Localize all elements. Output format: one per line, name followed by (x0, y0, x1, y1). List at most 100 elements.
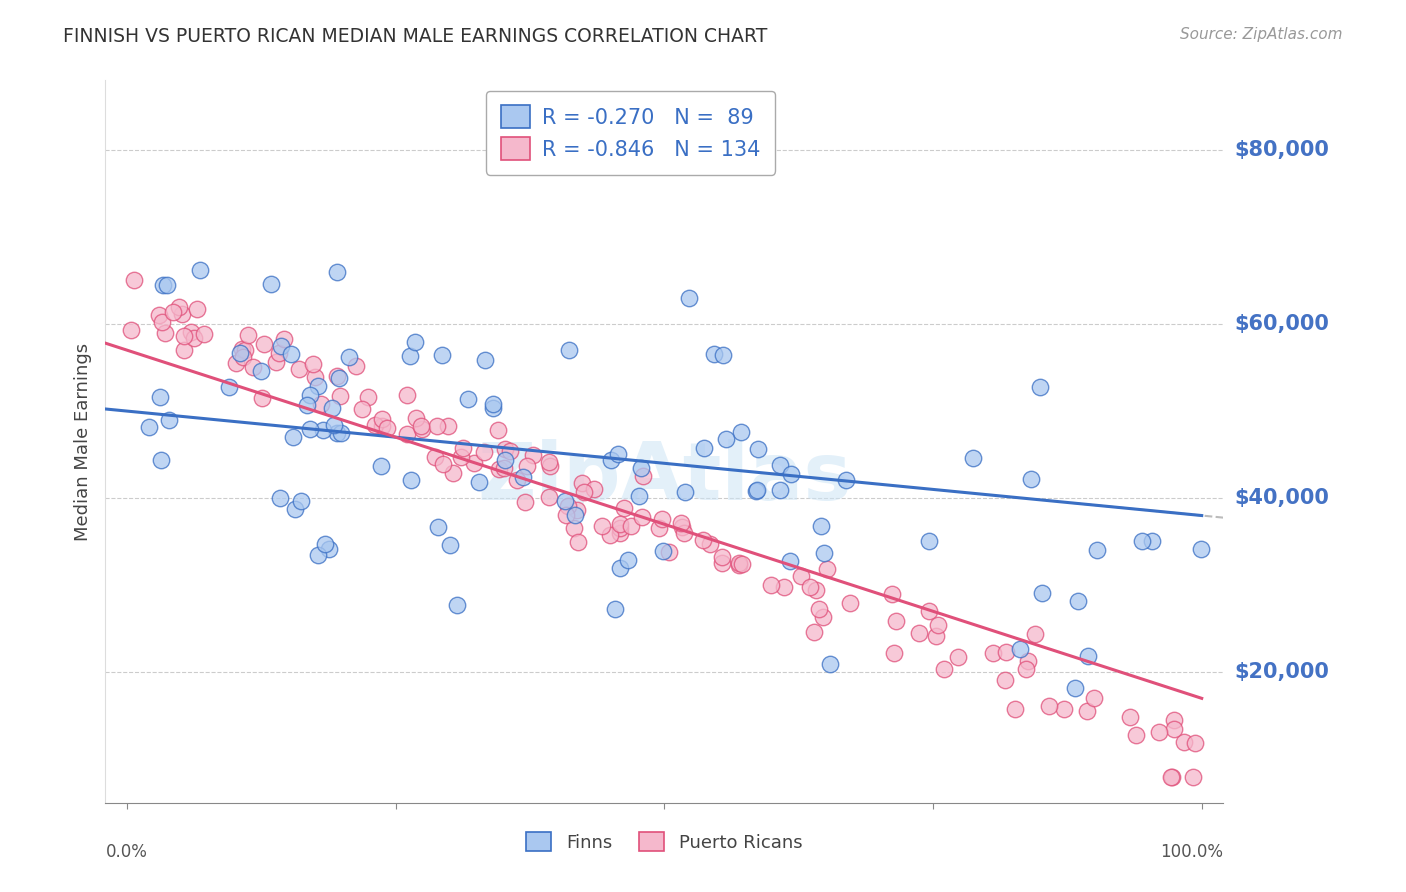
Point (425, 450, 447, 464)
Point (591, 518, 613, 533)
Point (607, 447, 630, 461)
Point (183, 331, 205, 345)
Point (409, 419, 432, 434)
Point (193, 327, 215, 342)
Point (186, 302, 208, 317)
Point (494, 453, 516, 467)
Point (633, 468, 655, 483)
Point (1031, 585, 1053, 599)
Point (699, 537, 721, 551)
Point (337, 350, 360, 364)
Point (190, 263, 212, 277)
Point (173, 343, 195, 357)
Point (962, 450, 984, 465)
Point (1140, 533, 1163, 548)
Point (225, 355, 247, 369)
Point (1077, 648, 1099, 663)
Point (617, 553, 640, 567)
Point (218, 380, 240, 394)
Point (678, 291, 700, 305)
Point (711, 557, 734, 571)
Point (628, 489, 651, 503)
Point (486, 423, 509, 437)
Point (658, 545, 681, 559)
Point (301, 357, 323, 371)
Point (768, 483, 790, 497)
Point (298, 388, 321, 402)
Point (647, 521, 669, 535)
Point (482, 397, 505, 411)
Point (253, 336, 276, 351)
Point (288, 362, 311, 376)
Point (264, 355, 287, 369)
Point (672, 526, 695, 541)
Point (1125, 728, 1147, 742)
Point (325, 425, 347, 440)
Point (538, 455, 561, 469)
Point (159, 413, 181, 427)
Text: $80,000: $80,000 (1234, 140, 1329, 160)
Point (1017, 654, 1039, 668)
Point (411, 421, 433, 435)
Point (1053, 702, 1076, 716)
Point (329, 389, 352, 403)
Point (395, 426, 418, 441)
Point (229, 346, 252, 360)
Point (907, 626, 929, 640)
Point (304, 369, 326, 384)
Point (815, 562, 838, 576)
Point (156, 278, 179, 293)
Point (375, 420, 398, 434)
Point (948, 649, 970, 664)
Point (925, 629, 948, 643)
Point (370, 459, 392, 474)
Point (564, 508, 586, 522)
Point (703, 346, 725, 360)
Point (259, 277, 281, 292)
Point (886, 615, 908, 629)
Point (609, 525, 631, 540)
Point (730, 425, 752, 440)
Point (522, 448, 544, 462)
Point (269, 345, 291, 359)
Point (1010, 641, 1032, 656)
Point (917, 534, 939, 549)
Point (599, 528, 621, 542)
Point (917, 604, 939, 618)
Point (426, 418, 449, 433)
Point (1189, 542, 1212, 557)
Point (242, 360, 264, 375)
Point (330, 425, 353, 440)
Point (309, 397, 332, 411)
Point (883, 646, 905, 660)
Point (321, 401, 343, 415)
Point (1173, 735, 1195, 749)
Point (307, 549, 329, 563)
Point (231, 343, 253, 357)
Point (651, 512, 673, 526)
Point (1130, 534, 1153, 549)
Point (249, 364, 271, 378)
Point (1119, 710, 1142, 724)
Point (779, 554, 801, 568)
Point (773, 581, 796, 595)
Point (297, 398, 319, 412)
Point (1184, 735, 1206, 749)
Point (169, 301, 191, 315)
Point (512, 470, 534, 484)
Text: FINNISH VS PUERTO RICAN MEDIAN MALE EARNINGS CORRELATION CHART: FINNISH VS PUERTO RICAN MEDIAN MALE EARN… (63, 27, 768, 45)
Point (620, 518, 643, 533)
Point (280, 346, 302, 360)
Point (745, 483, 768, 497)
Point (835, 473, 858, 487)
Point (350, 401, 373, 416)
Text: $20,000: $20,000 (1234, 662, 1329, 682)
Point (395, 388, 418, 402)
Point (838, 596, 860, 610)
Point (472, 445, 495, 459)
Point (564, 521, 586, 535)
Point (124, 273, 146, 287)
Point (927, 618, 949, 632)
Text: $60,000: $60,000 (1234, 314, 1329, 334)
Point (284, 501, 307, 516)
